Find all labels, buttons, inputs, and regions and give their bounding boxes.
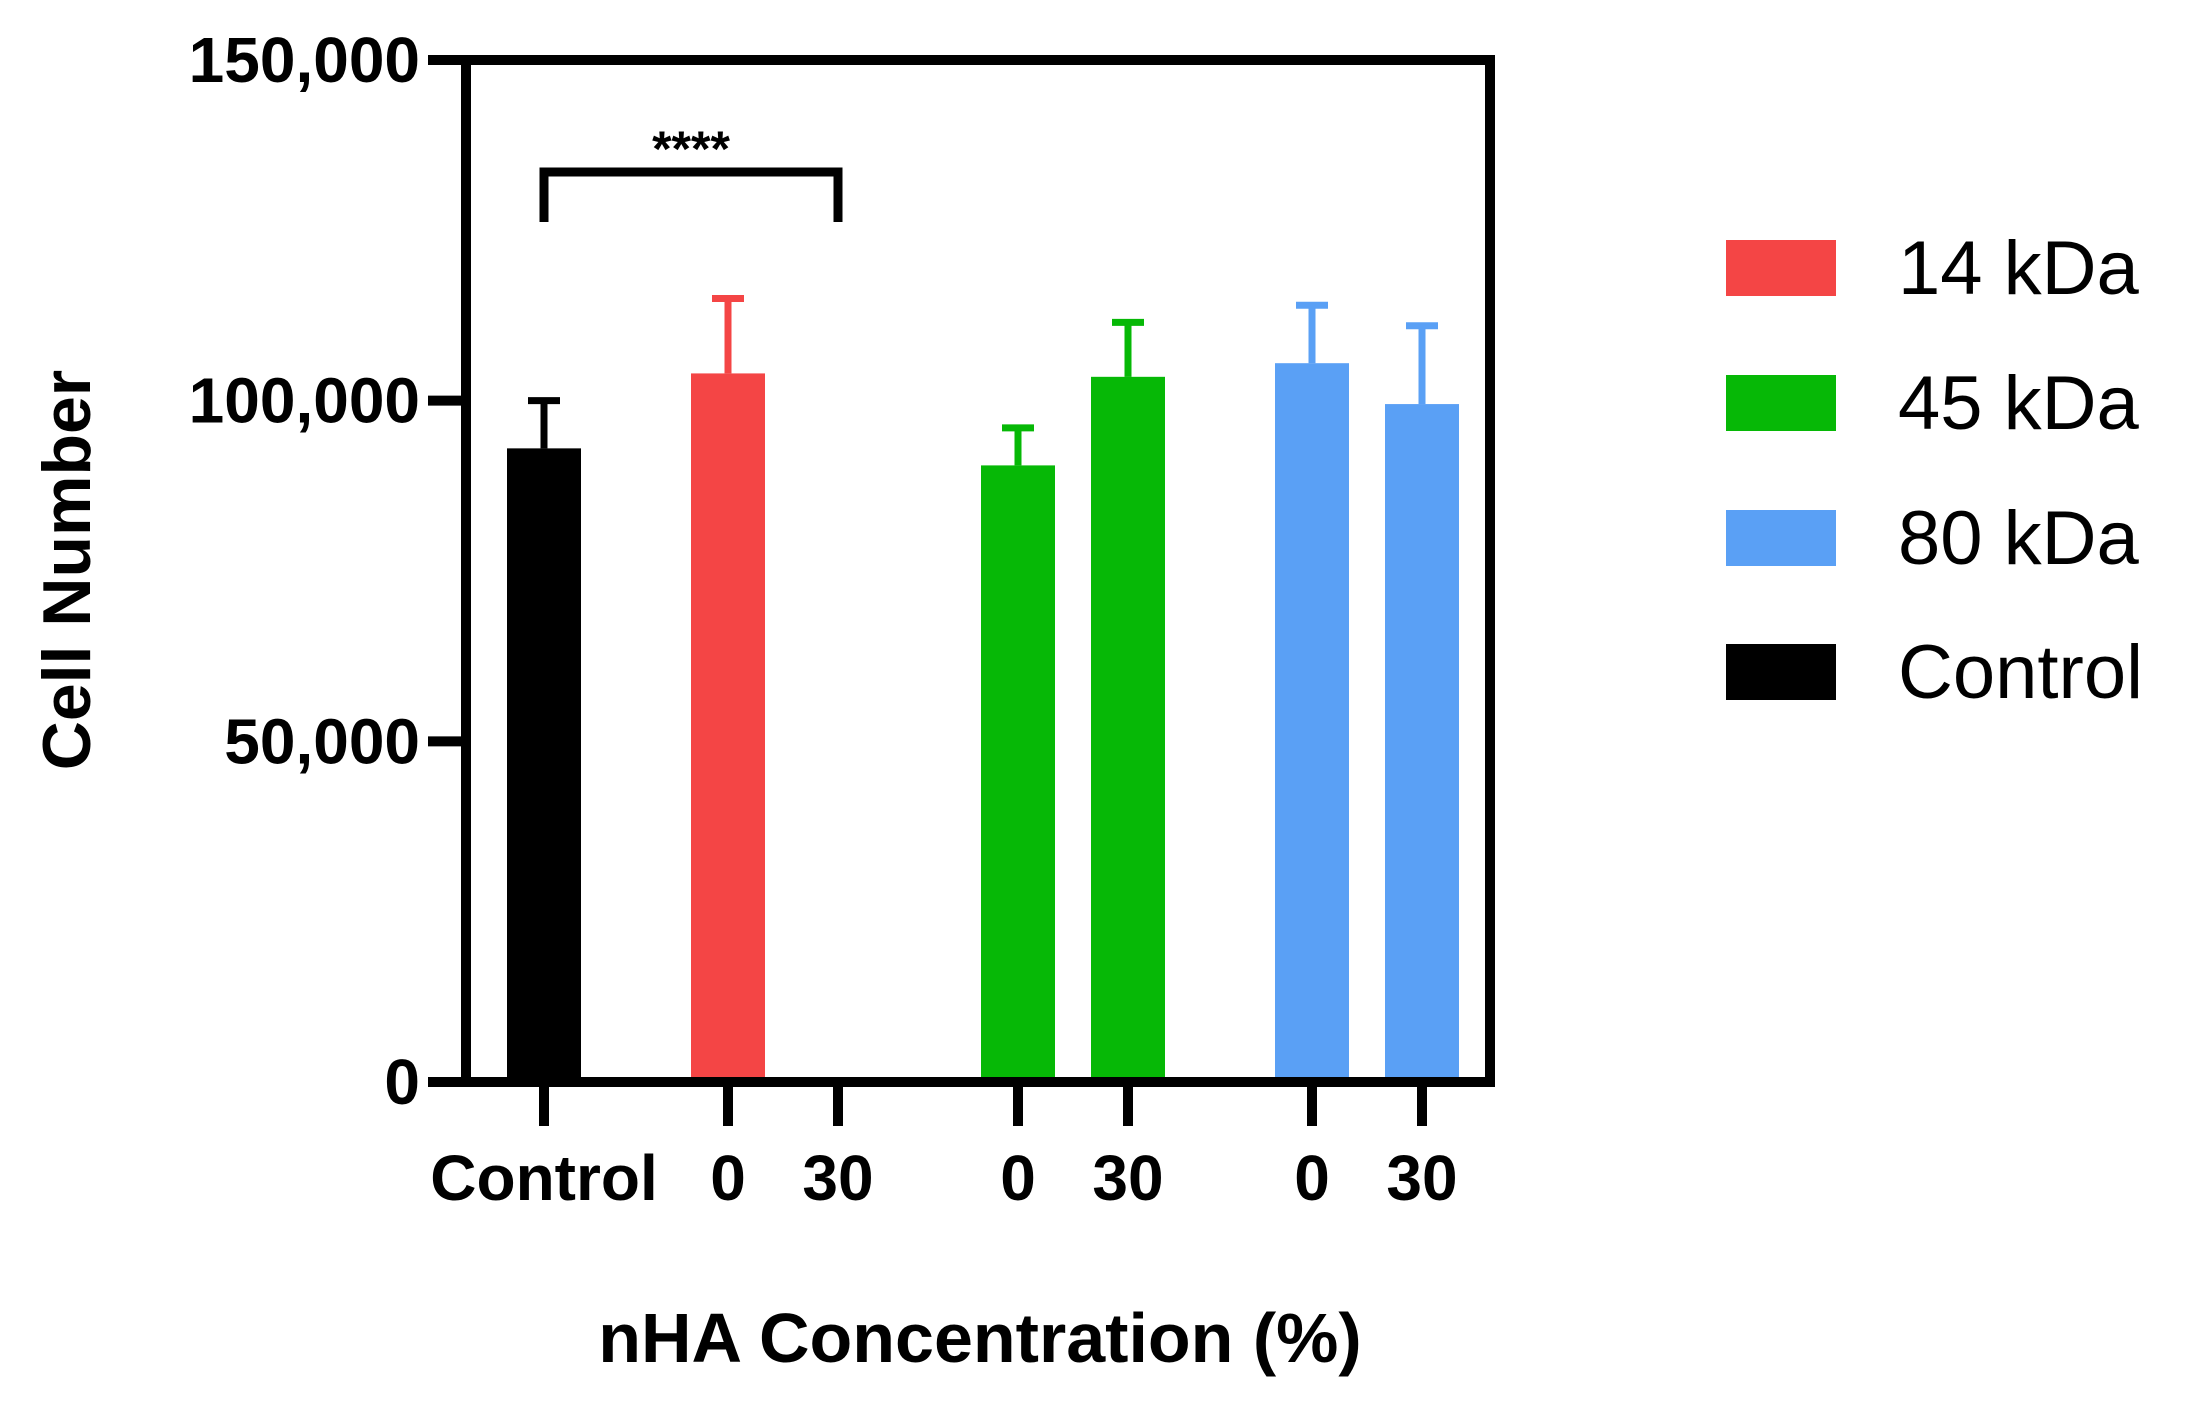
legend-swatch-80-kda (1726, 510, 1836, 566)
legend-label: Control (1898, 630, 2143, 715)
x-tick-label: 30 (802, 1142, 873, 1214)
x-tick-label: 0 (710, 1142, 746, 1214)
x-tick-label: 0 (1294, 1142, 1330, 1214)
x-tick-label: 30 (1386, 1142, 1457, 1214)
bar-45-kda-30 (1091, 376, 1165, 1082)
legend-swatch-control (1726, 644, 1836, 700)
significance-label: **** (652, 121, 730, 177)
y-tick-label: 0 (384, 1046, 420, 1118)
bar-80-kda-30 (1385, 404, 1459, 1082)
bar-80-kda-0 (1275, 363, 1349, 1082)
y-tick-label: 150,000 (189, 24, 420, 96)
legend-label: 80 kDa (1898, 496, 2140, 581)
bars-layer (507, 294, 1459, 1083)
legend-swatch-14-kda (1726, 240, 1836, 296)
x-axis-ticks: Control 0 30 0 30 0 30 (430, 1082, 1458, 1214)
x-tick-label: 0 (1000, 1142, 1036, 1214)
legend-swatch-45-kda (1726, 375, 1836, 431)
x-tick-label: Control (430, 1142, 658, 1214)
significance-annotations: **** (539, 121, 843, 222)
legend-label: 14 kDa (1898, 226, 2140, 311)
bar-14-kda-0 (691, 373, 765, 1082)
plot-frame (461, 55, 1495, 1087)
significance-bracket (539, 167, 843, 222)
y-tick-label: 100,000 (189, 365, 420, 437)
y-tick-label: 50,000 (224, 705, 420, 777)
y-axis-ticks: 0 50,000 100,000 150,000 (189, 24, 466, 1118)
x-tick-label: 30 (1092, 1142, 1163, 1214)
y-axis-title: Cell Number (29, 370, 105, 771)
x-axis-title: nHA Concentration (%) (598, 1299, 1361, 1377)
legend-label: 45 kDa (1898, 361, 2140, 446)
legend: 14 kDa 45 kDa 80 kDa Control (1726, 226, 2143, 715)
bar-control-control (507, 448, 581, 1082)
bar-45-kda-0 (981, 465, 1055, 1083)
